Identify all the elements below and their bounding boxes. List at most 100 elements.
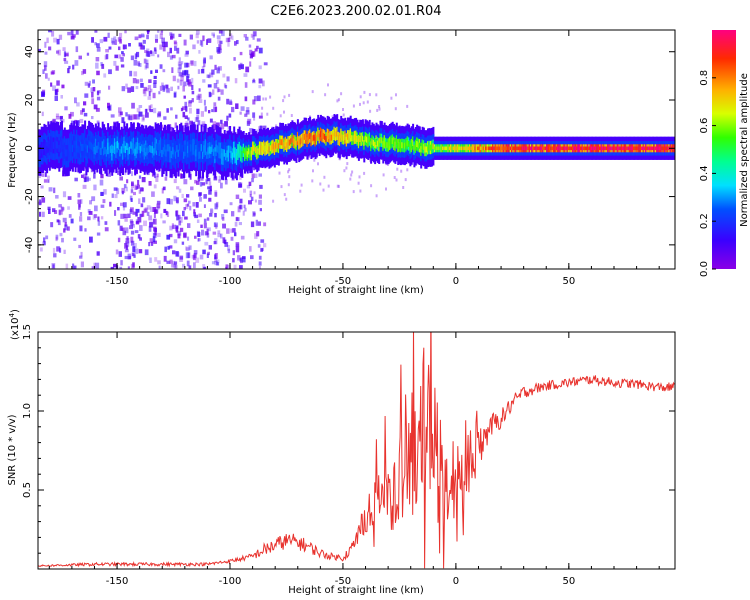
spectrogram-noise-speck: [172, 224, 177, 230]
spectrogram-noise-speck: [206, 217, 210, 221]
spectrogram-noise-speck: [230, 236, 234, 241]
spectrogram-ridge-cell: [157, 142, 160, 150]
spectrogram-ridge-cell: [70, 142, 73, 150]
spectrogram-noise-speck: [124, 30, 127, 34]
spectrogram-noise-speck: [154, 34, 159, 41]
spectrogram-ridge-cell: [620, 146, 623, 151]
spectrogram-ridge-cell: [229, 145, 232, 153]
spectrogram-ridge-cell: [138, 142, 141, 151]
spectrogram-noise-speck: [61, 207, 65, 211]
spectrogram-spray-speck: [378, 107, 381, 111]
spectrogram-noise-speck: [150, 51, 155, 57]
spectrogram-ridge-cell: [75, 140, 78, 148]
spectrogram-spray-speck: [370, 184, 373, 188]
spectrogram-noise-speck: [45, 73, 48, 79]
spectrogram-ridge-cell: [455, 146, 458, 151]
spectrogram-ridge-cell: [500, 146, 503, 151]
spectrogram-ridge-cell: [604, 146, 607, 151]
spectrogram-noise-speck: [131, 224, 135, 228]
spectrogram-noise-speck: [253, 212, 256, 216]
spectrogram-noise-speck: [84, 176, 89, 182]
spectrogram-ridge-cell: [562, 146, 565, 151]
spectrogram-spray-speck: [282, 99, 285, 103]
spectrogram-ridge-cell: [386, 142, 389, 149]
spectrogram-ridge-cell: [473, 146, 476, 151]
spectrogram-ridge-cell: [105, 149, 108, 157]
spectrogram-ridge-cell: [235, 153, 238, 161]
snr-y-tick-label: 0.5: [22, 482, 33, 498]
spectrogram-noise-speck: [239, 198, 243, 204]
spectrogram-ridge-cell: [145, 144, 148, 153]
spectrogram-noise-speck: [130, 220, 134, 226]
spectrogram-noise-speck: [117, 237, 121, 243]
spectrogram-noise-speck: [56, 50, 59, 54]
spectrogram-noise-speck: [175, 251, 179, 257]
colorbar-ticks: 0.0 0.2 0.4 0.6 0.8: [699, 70, 716, 277]
spectrogram-ridge-cell: [111, 148, 114, 157]
spectrogram-ridge-cell: [464, 146, 467, 151]
spectrogram-noise-speck: [217, 230, 221, 235]
spectrogram-noise-speck: [202, 79, 206, 83]
spectrogram-noise-speck: [213, 106, 217, 113]
spectrogram-noise-speck: [72, 34, 76, 38]
spectrogram-noise-speck: [171, 223, 174, 229]
spectrogram-panel: -150 -100 -50 0 50 -40 -20 0 20 40 Height of str…: [7, 29, 676, 296]
spectrogram-noise-speck: [178, 33, 182, 37]
spectrogram-noise-speck: [59, 115, 63, 120]
spectrogram-noise-speck: [242, 210, 245, 216]
spectrogram-noise-speck: [125, 112, 128, 117]
spectrogram-noise-speck: [172, 263, 177, 268]
spectrogram-ridge-cell: [86, 145, 89, 153]
spectrogram-noise-speck: [41, 91, 45, 97]
spectrogram-x-tick-label: 0: [453, 276, 459, 287]
spectrogram-noise-speck: [46, 37, 49, 44]
spectrogram-noise-speck: [258, 115, 263, 119]
spectrogram-noise-speck: [235, 217, 240, 222]
spectrogram-ridge-cell: [559, 146, 562, 151]
colorbar-tick-label: 0.4: [699, 165, 710, 181]
spectrogram-noise-speck: [152, 236, 156, 243]
spectrogram-spray-speck: [261, 106, 264, 110]
spectrogram-noise-speck: [184, 115, 188, 119]
spectrogram-ridge-cell: [345, 136, 348, 143]
snr-panel: -150 -100 -50 0 50 0.5 1.0 1.5 Height of strai…: [7, 309, 676, 596]
spectrogram-noise-speck: [258, 47, 263, 54]
spectrogram-ridge-cell: [206, 151, 209, 159]
spectrogram-ridge-cell: [542, 146, 545, 151]
spectrogram-ridge-cell: [553, 146, 555, 151]
spectrogram-spray-speck: [322, 188, 325, 192]
spectrogram-noise-speck: [225, 266, 228, 269]
spectrogram-noise-speck: [128, 255, 132, 260]
spectrogram-ridge-cell: [595, 146, 597, 151]
spectrogram-ridge-cell: [626, 146, 629, 151]
spectrogram-ridge-cell: [454, 146, 457, 151]
spectrogram-noise-speck: [161, 37, 165, 44]
spectrogram-noise-speck: [63, 58, 67, 62]
spectrogram-noise-speck: [131, 181, 134, 186]
spectrogram-noise-speck: [177, 233, 181, 239]
spectrogram-noise-speck: [55, 116, 60, 120]
spectrogram-noise-speck: [258, 266, 261, 269]
spectrogram-noise-speck: [131, 171, 133, 177]
spectrogram-ridge-cell: [535, 146, 538, 151]
spectrogram-noise-speck: [214, 106, 218, 112]
spectrogram-ridge-cell: [260, 145, 263, 152]
spectrogram-noise-speck: [173, 40, 177, 45]
spectrogram-ridge-cell: [57, 141, 59, 149]
spectrogram-ridge-cell: [456, 146, 459, 151]
spectrogram-ridge-cell: [44, 144, 47, 152]
spectrogram-spray-speck: [393, 176, 396, 179]
spectrogram-noise-speck: [187, 117, 190, 121]
spectrogram-noise-speck: [142, 39, 146, 44]
spectrogram-noise-speck: [121, 51, 124, 55]
spectrogram-noise-speck: [197, 232, 201, 237]
spectrogram-noise-speck: [263, 62, 268, 66]
spectrogram-noise-speck: [119, 38, 122, 44]
spectrogram-noise-speck: [237, 255, 241, 261]
spectrogram-noise-speck: [258, 173, 262, 177]
spectrogram-noise-speck: [190, 60, 194, 66]
spectrogram-ridge-cell: [238, 146, 241, 154]
spectrogram-ridge-cell: [200, 144, 203, 152]
spectrogram-noise-speck: [197, 93, 202, 99]
